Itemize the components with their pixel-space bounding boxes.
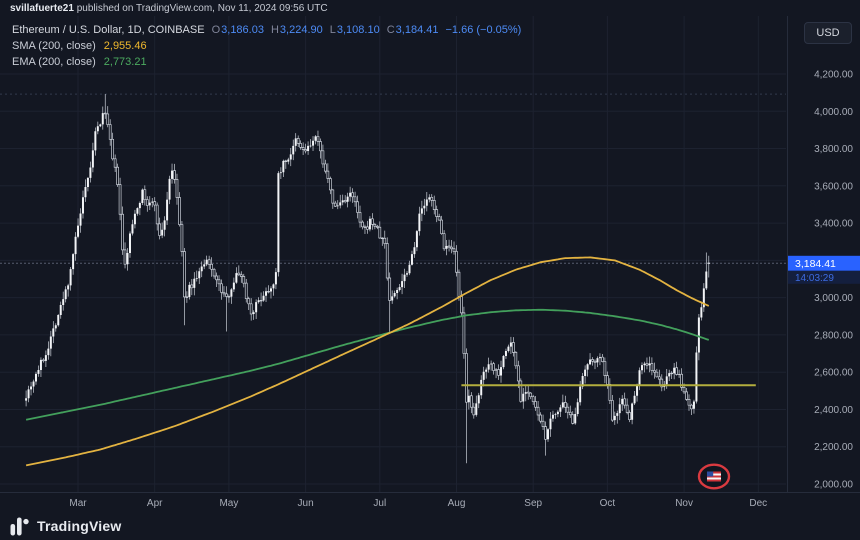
- ema-label: EMA (200, close): [12, 56, 96, 68]
- time-axis[interactable]: Mar Apr May Jun Jul Aug Sep Oct Nov Dec: [69, 498, 767, 509]
- open-label: O: [211, 24, 221, 36]
- symbol-row: Ethereum / U.S. Dollar, 1D, COINBASE O3,1…: [12, 22, 521, 38]
- publish-info-bar: svillafuerte21 published on TradingView.…: [0, 0, 860, 17]
- publish-author: svillafuerte21: [10, 3, 74, 14]
- svg-text:2,600.00: 2,600.00: [814, 368, 853, 379]
- tradingview-logo-icon[interactable]: [10, 517, 29, 536]
- low-value: 3,108.10: [336, 24, 380, 36]
- ema-value: 2,773.21: [103, 56, 147, 68]
- svg-text:Oct: Oct: [600, 498, 616, 509]
- candles-up: [25, 113, 708, 440]
- sma-200-line: [25, 256, 710, 467]
- svg-text:3,400.00: 3,400.00: [814, 219, 853, 230]
- symbol-title: Ethereum / U.S. Dollar, 1D, COINBASE: [12, 24, 205, 36]
- svg-text:Jul: Jul: [373, 498, 386, 509]
- close-label: C: [386, 24, 395, 36]
- tradingview-brand-link[interactable]: TradingView: [37, 518, 122, 534]
- svg-text:3,600.00: 3,600.00: [814, 181, 853, 192]
- last-price-badge: 3,184.41: [788, 255, 860, 271]
- us-flag-icon: [707, 471, 721, 482]
- grid-layer: [0, 16, 786, 492]
- svg-text:Jun: Jun: [298, 498, 314, 509]
- close-value: 3,184.41: [395, 24, 439, 36]
- svg-text:Sep: Sep: [524, 498, 542, 509]
- footer-bar: TradingView: [0, 512, 860, 540]
- ema-row: EMA (200, close) 2,773.21: [12, 54, 521, 70]
- svg-text:Dec: Dec: [749, 498, 767, 509]
- publish-info-text: published on TradingView.com, Nov 11, 20…: [73, 3, 328, 14]
- svg-text:3,000.00: 3,000.00: [814, 293, 853, 304]
- svg-text:2,800.00: 2,800.00: [814, 330, 853, 341]
- svg-text:Mar: Mar: [69, 498, 87, 509]
- candle-wicks: [25, 93, 710, 464]
- currency-toggle-button[interactable]: USD: [804, 22, 852, 44]
- candles-down: [42, 112, 711, 440]
- svg-text:Aug: Aug: [448, 498, 466, 509]
- sma-value: 2,955.46: [103, 40, 147, 52]
- svg-text:2,200.00: 2,200.00: [814, 442, 853, 453]
- svg-text:3,800.00: 3,800.00: [814, 144, 853, 155]
- svg-text:May: May: [219, 498, 238, 509]
- us-flag-sticker[interactable]: [697, 463, 731, 495]
- chart-legend: Ethereum / U.S. Dollar, 1D, COINBASE O3,1…: [12, 22, 521, 70]
- svg-text:14:03:29: 14:03:29: [795, 273, 834, 284]
- svg-text:4,200.00: 4,200.00: [814, 70, 853, 81]
- ema-200-line: [25, 308, 710, 421]
- change-value: −1.66 (−0.05%): [445, 24, 522, 36]
- svg-text:3,184.41: 3,184.41: [795, 258, 836, 270]
- sma-label: SMA (200, close): [12, 40, 96, 52]
- svg-text:Nov: Nov: [675, 498, 693, 509]
- countdown-label: 14:03:29: [788, 270, 860, 284]
- svg-text:Apr: Apr: [147, 498, 163, 509]
- svg-text:4,000.00: 4,000.00: [814, 107, 853, 118]
- svg-text:2,000.00: 2,000.00: [814, 480, 853, 491]
- open-value: 3,186.03: [221, 24, 264, 36]
- price-axis[interactable]: 4,200.00 4,000.00 3,800.00 3,600.00 3,400.00…: [814, 70, 853, 491]
- low-label: L: [329, 24, 336, 36]
- high-label: H: [270, 24, 279, 36]
- svg-text:2,400.00: 2,400.00: [814, 405, 853, 416]
- high-value: 3,224.90: [279, 24, 323, 36]
- sma-row: SMA (200, close) 2,955.46: [12, 38, 521, 54]
